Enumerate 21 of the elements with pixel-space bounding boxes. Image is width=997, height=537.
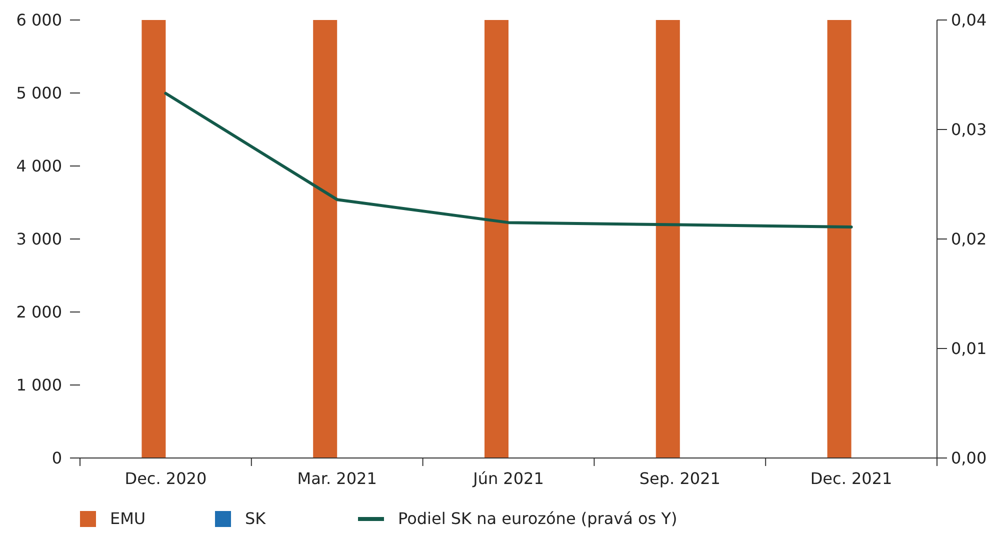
y2-tick-label: 0,00 — [951, 448, 987, 468]
y-tick-label: 4 000 — [16, 156, 62, 176]
y-tick-label: 5 000 — [16, 84, 62, 103]
y-tick-label: 2 000 — [16, 302, 62, 322]
y-tick-label: 3 000 — [16, 230, 62, 249]
legend-label: SK — [245, 509, 266, 528]
y2-tick-label: 0,04 — [951, 10, 987, 30]
x-tick-label: Jún 2021 — [472, 469, 544, 488]
x-tick-label: Mar. 2021 — [297, 469, 377, 488]
x-tick-label: Dec. 2020 — [124, 469, 207, 488]
y2-tick-label: 0,02 — [951, 230, 987, 249]
legend-label: Podiel SK na eurozóne (pravá os Y) — [398, 509, 678, 528]
x-tick-label: Dec. 2021 — [810, 469, 892, 488]
y2-tick-label: 0,01 — [951, 339, 987, 358]
x-tick-label: Sep. 2021 — [639, 469, 720, 488]
y-tick-label: 6 000 — [16, 10, 62, 30]
legend-label: EMU — [110, 509, 146, 528]
y-tick-label: 0 — [52, 448, 62, 468]
y2-tick-label: 0,03 — [951, 120, 987, 140]
line-series — [164, 92, 853, 228]
y-tick-label: 1 000 — [16, 376, 62, 395]
